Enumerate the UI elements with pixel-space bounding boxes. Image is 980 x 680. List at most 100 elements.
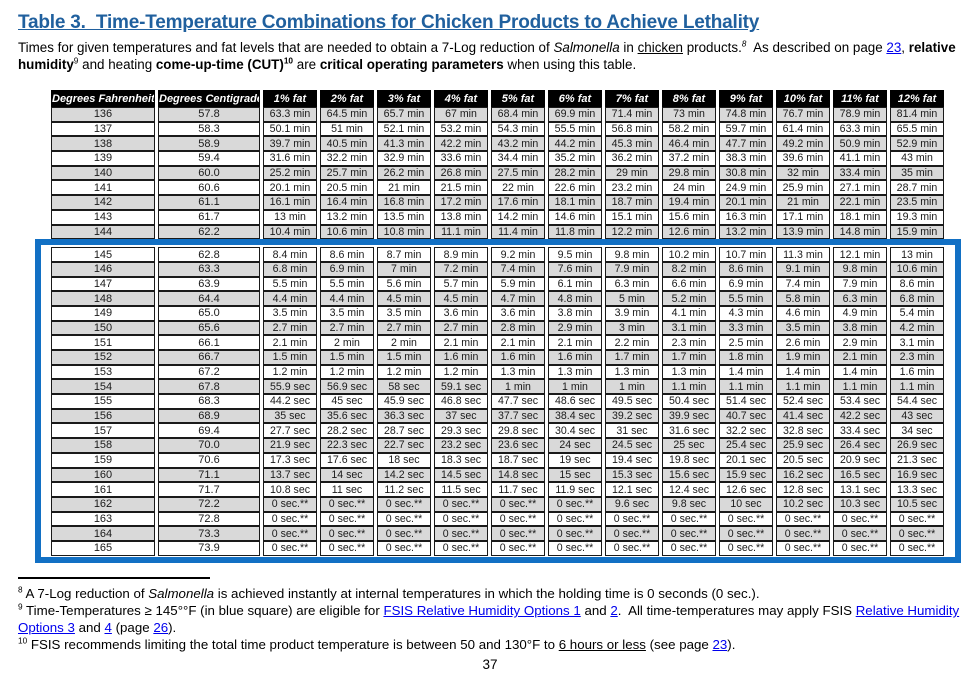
footnote-8: 8 A 7-Log reduction of Salmonella is ach… (18, 586, 968, 603)
cell-time: 2.1 min (434, 335, 488, 350)
cell-time: 2.5 min (719, 335, 773, 350)
cell-time: 6.8 min (890, 291, 944, 306)
cell-time: 9.8 min (833, 261, 887, 277)
cell-time: 11.1 min (434, 224, 488, 240)
cell-time: 0 sec.** (605, 526, 659, 541)
cell-time: 23.6 sec (491, 438, 545, 453)
link[interactable]: 26 (153, 619, 169, 635)
cell-time: 2.1 min (833, 350, 887, 365)
cell-time: 0 sec.** (320, 526, 374, 541)
cell-time: 2.7 min (377, 320, 431, 336)
cell-fahrenheit: 143 (51, 209, 155, 225)
cell-time: 27.1 min (833, 180, 887, 196)
link[interactable]: FSIS Relative Humidity Options 1 (383, 603, 581, 619)
cell-time: 74.8 min (719, 107, 773, 122)
cell-time: 19.3 min (890, 209, 944, 225)
link[interactable]: Relative Humidity Options 3 (18, 603, 960, 635)
cell-time: 50.9 min (833, 136, 887, 152)
cell-time: 54.3 min (491, 121, 545, 137)
cell-time: 0 sec.** (434, 526, 488, 541)
cell-time: 1.1 min (662, 379, 716, 395)
cell-time: 32 min (776, 165, 830, 181)
cell-time: 1.1 min (719, 379, 773, 395)
cell-time: 53.4 sec (833, 394, 887, 409)
cell-time: 10.2 min (662, 247, 716, 262)
cell-time: 8.6 min (320, 247, 374, 262)
cell-time: 10.8 min (377, 224, 431, 240)
cell-time: 12.8 sec (776, 482, 830, 497)
cell-centigrade: 59.4 (158, 151, 260, 166)
cell-time: 20.5 min (320, 180, 374, 196)
cell-time: 51 min (320, 121, 374, 137)
cell-centigrade: 72.2 (158, 496, 260, 512)
text-segment: (see page (645, 637, 713, 653)
column-header: 3% fat (377, 90, 431, 107)
cell-time: 18.1 min (833, 209, 887, 225)
cell-time: 1.1 min (833, 379, 887, 395)
cell-time: 0 sec.** (662, 526, 716, 541)
column-header: 11% fat (833, 90, 887, 107)
cell-time: 22.6 min (548, 180, 602, 196)
cell-time: 45.3 min (605, 136, 659, 152)
cell-time: 65.5 min (890, 121, 944, 137)
cell-time: 0 sec.** (491, 496, 545, 512)
table-header-row: Degrees Fahrenheit Degrees Centigrade 1% f… (51, 90, 944, 107)
cell-time: 11.7 sec (491, 482, 545, 497)
table-row: 159 70.6 17.3 sec 17.6 sec 18 sec 18.3 sec 18.… (51, 452, 944, 468)
cell-time: 13.8 min (434, 209, 488, 225)
table-row: 140 60.0 25.2 min 25.7 min 26.2 min 26.8 min 2… (51, 165, 944, 181)
cell-time: 4.4 min (263, 291, 317, 306)
cell-time: 1.6 min (548, 350, 602, 365)
cell-fahrenheit: 138 (51, 136, 155, 152)
column-header: 12% fat (890, 90, 944, 107)
cell-centigrade: 58.9 (158, 136, 260, 152)
cell-time: 43 sec (890, 408, 944, 424)
cell-time: 42.2 sec (833, 408, 887, 424)
footnote-divider (18, 576, 210, 579)
text-segment: Times for given temperatures and fat lev… (18, 40, 554, 55)
cell-time: 45.9 sec (377, 394, 431, 409)
cell-centigrade: 69.4 (158, 423, 260, 439)
cell-time: 17.6 min (491, 195, 545, 210)
cell-time: 20.1 sec (719, 452, 773, 468)
link[interactable]: 4 (104, 619, 112, 635)
cell-time: 23.2 min (605, 180, 659, 196)
cell-time: 16.2 sec (776, 467, 830, 483)
cell-time: 26.9 sec (890, 438, 944, 453)
text-segment: are (293, 57, 320, 72)
cell-time: 5.8 min (776, 291, 830, 306)
link[interactable]: 23 (886, 40, 902, 55)
cell-time: 10 sec (719, 496, 773, 512)
cell-time: 21.9 sec (263, 438, 317, 453)
cell-time: 19 sec (548, 452, 602, 468)
cell-time: 11.5 sec (434, 482, 488, 497)
cell-centigrade: 57.8 (158, 107, 260, 122)
cell-time: 56.8 min (605, 121, 659, 137)
cell-time: 37.7 sec (491, 408, 545, 424)
cell-time: 3.8 min (548, 305, 602, 321)
cell-time: 0 sec.** (776, 511, 830, 527)
cell-fahrenheit: 140 (51, 165, 155, 181)
cell-time: 14.2 sec (377, 467, 431, 483)
link[interactable]: 23 (712, 637, 728, 653)
text-segment: is achieved instantly at internal temper… (214, 585, 760, 601)
table-row: 154 67.8 55.9 sec 56.9 sec 58 sec 59.1 sec 1 m… (51, 379, 944, 395)
link[interactable]: 2 (610, 603, 618, 619)
cell-time: 0 sec.** (434, 511, 488, 527)
cell-time: 11 sec (320, 482, 374, 497)
cell-time: 1.3 min (662, 364, 716, 380)
cell-time: 0 sec.** (833, 511, 887, 527)
cell-time: 13.5 min (377, 209, 431, 225)
cell-time: 14 sec (320, 467, 374, 483)
cell-time: 8.9 min (434, 247, 488, 262)
cell-time: 41.1 min (833, 151, 887, 166)
cell-time: 16.5 sec (833, 467, 887, 483)
cell-time: 20.9 sec (833, 452, 887, 468)
text-segment: FSIS recommends limiting the total time … (27, 637, 559, 653)
table-title: Table 3. Time-Temperature Combinations f… (18, 12, 760, 33)
cell-time: 3.1 min (662, 320, 716, 336)
cell-time: 2 min (320, 335, 374, 350)
cell-centigrade: 73.9 (158, 540, 260, 556)
cell-centigrade: 71.7 (158, 482, 260, 497)
